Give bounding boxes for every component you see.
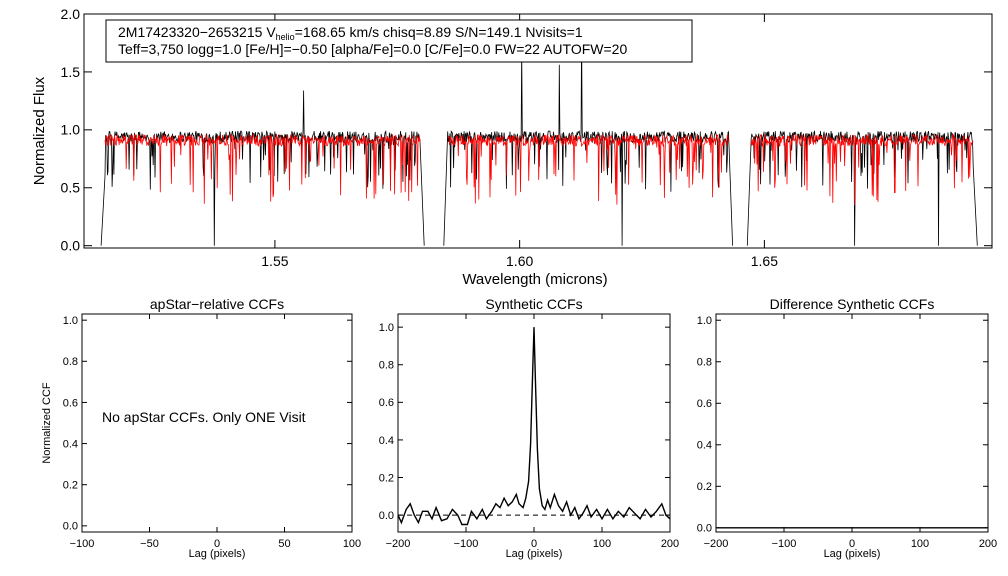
y-tick-label: 0.8: [63, 356, 78, 368]
y-tick-label: 0.2: [697, 481, 712, 493]
info-line-2: Teff=3,750 logg=1.0 [Fe/H]=−0.50 [alpha/…: [118, 41, 627, 57]
x-tick-label: 1.60: [506, 253, 533, 269]
vhelio-subscript: helio: [276, 32, 295, 42]
y-tick-label: 0.2: [63, 480, 78, 492]
x-tick-label: 0: [849, 538, 855, 550]
y-tick-label: 1.0: [697, 315, 712, 327]
x-tick-label: −50: [140, 538, 159, 550]
star-id: 2M17423320−2653215: [118, 24, 263, 40]
synthetic-ccf-panel: −200 −100 0 100 200 0.0 0.2 0.4 0.6 0.8 1.0 Synthe…: [379, 296, 679, 560]
observed-spectrum-chip-1: [100, 90, 425, 246]
y-tick-label: 0.2: [379, 472, 394, 484]
difference-ccf-xlabel: Lag (pixels): [824, 548, 881, 560]
x-tick-label: 0: [531, 538, 537, 550]
x-tick-label: 100: [911, 538, 929, 550]
apstar-ccf-ticks: −100 −50 0 50 100 0.0 0.2 0.4 0.6 0.8 1.0: [63, 314, 361, 550]
x-tick-label: 100: [593, 538, 611, 550]
y-tick-label: 0.6: [63, 397, 78, 409]
y-tick-label: 0.6: [697, 398, 712, 410]
y-tick-label: 0.4: [379, 435, 394, 447]
synthetic-ccf-ticks: −200 −100 0 100 200 0.0 0.2 0.4 0.6 0.8 1.0: [379, 314, 679, 550]
y-tick-label: 0.0: [697, 523, 712, 535]
model-spectrum-chip-1: [104, 133, 421, 204]
y-tick-label: 0.8: [697, 357, 712, 369]
x-tick-label: 200: [661, 538, 679, 550]
y-tick-label: 0.0: [63, 521, 78, 533]
x-tick-label: −100: [772, 538, 797, 550]
spectrum-plot-area: [100, 32, 978, 246]
spectrum-panel: 1.55 1.60 1.65 0.0 0.5 1.0 1.5 2.0 Normalized F…: [31, 6, 993, 288]
x-tick-label: 1.55: [261, 253, 288, 269]
x-tick-label: −200: [386, 538, 411, 550]
apstar-ccf-panel: −100 −50 0 50 100 0.0 0.2 0.4 0.6 0.8 1.0 apStar−r…: [41, 296, 361, 560]
apstar-ccf-ylabel: Normalized CCF: [41, 382, 53, 464]
y-tick-label: 0.8: [379, 360, 394, 372]
spectrum-xlabel: Wavelength (microns): [462, 271, 607, 288]
y-tick-label: 0.0: [61, 238, 81, 254]
spectrum-ticks: 1.55 1.60 1.65 0.0 0.5 1.0 1.5 2.0: [61, 6, 992, 269]
synthetic-ccf-xlabel: Lag (pixels): [506, 548, 563, 560]
observed-spectrum-chip-2: [443, 32, 733, 246]
y-tick-label: 1.5: [61, 64, 81, 80]
x-tick-label: 200: [979, 538, 997, 550]
model-spectrum-chip-3: [750, 133, 974, 206]
y-tick-label: 0.6: [379, 397, 394, 409]
y-tick-label: 0.4: [697, 440, 712, 452]
vhelio-label: V: [266, 24, 276, 40]
model-spectrum-chip-2: [447, 133, 729, 205]
stats-text: =168.65 km/s chisq=8.89 S/N=149.1 Nvisit…: [295, 24, 583, 40]
spectrum-axes-frame: [83, 13, 993, 249]
x-tick-label: 1.65: [751, 253, 778, 269]
y-tick-label: 0.0: [379, 510, 394, 522]
info-line-1: 2M17423320−2653215 Vhelio=168.65 km/s ch…: [118, 24, 583, 42]
synthetic-CCF-line: [397, 327, 671, 526]
difference-ccf-panel: −200 −100 0 100 200 0.0 0.2 0.4 0.6 0.8 1.0 Differ…: [697, 296, 997, 560]
x-tick-label: 50: [278, 538, 290, 550]
synthetic-ccf-plot-area: [397, 327, 671, 526]
y-tick-label: 0.4: [63, 438, 78, 450]
apstar-ccf-xlabel: Lag (pixels): [189, 548, 246, 560]
apstar-ccf-note: No apStar CCFs. Only ONE Visit: [102, 409, 306, 425]
y-tick-label: 1.0: [379, 322, 394, 334]
difference-ccf-axes-frame: [715, 313, 989, 533]
spectrum-info-box: 2M17423320−2653215 Vhelio=168.65 km/s ch…: [105, 19, 693, 63]
y-tick-label: 2.0: [61, 6, 81, 22]
difference-ccf-title: Difference Synthetic CCFs: [770, 296, 935, 312]
y-tick-label: 0.5: [61, 180, 81, 196]
x-tick-label: −200: [704, 538, 729, 550]
x-tick-label: 0: [214, 538, 220, 550]
y-tick-label: 1.0: [63, 315, 78, 327]
x-tick-label: 100: [343, 538, 361, 550]
observed-spectrum-chip-3: [746, 130, 978, 246]
info-box-frame: [105, 19, 693, 63]
synthetic-ccf-title: Synthetic CCFs: [485, 296, 582, 312]
spectrum-ylabel: Normalized Flux: [31, 76, 48, 185]
apstar-ccf-title: apStar−relative CCFs: [150, 296, 284, 312]
x-tick-label: −100: [454, 538, 479, 550]
x-tick-label: −100: [70, 538, 95, 550]
y-tick-label: 1.0: [61, 122, 81, 138]
difference-ccf-ticks: −200 −100 0 100 200 0.0 0.2 0.4 0.6 0.8 1.0: [697, 314, 997, 550]
